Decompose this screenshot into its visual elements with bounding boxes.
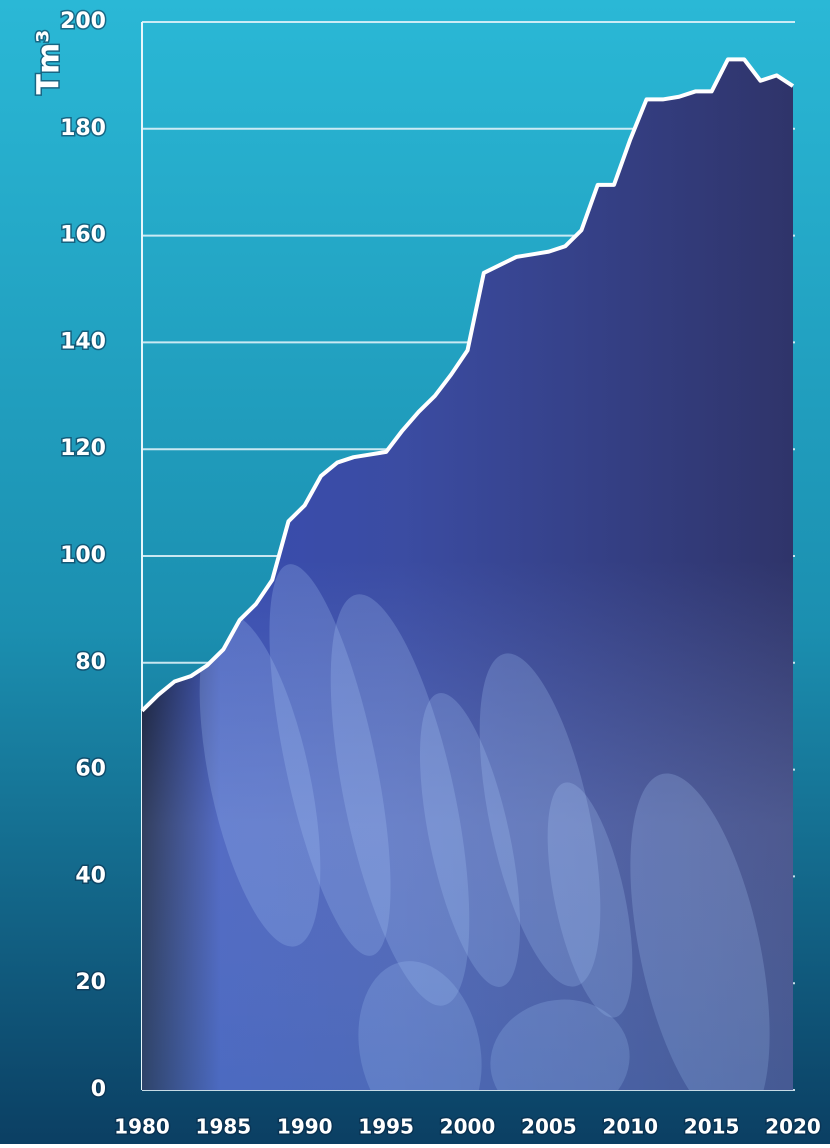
flame-glow: [142, 560, 793, 1090]
y-tick-label: 100: [60, 543, 106, 568]
x-tick-label: 1985: [196, 1115, 252, 1139]
y-tick-label: 40: [75, 863, 106, 888]
flame-decoration: [142, 560, 793, 1090]
x-tick-label: 2000: [440, 1115, 496, 1139]
y-tick-label: 140: [60, 329, 106, 354]
x-tick-label: 2005: [521, 1115, 577, 1139]
x-tick-label: 1990: [277, 1115, 333, 1139]
y-tick-label: 20: [75, 970, 106, 995]
y-tick-label: 120: [60, 436, 106, 461]
x-tick-label: 2010: [602, 1115, 658, 1139]
y-tick-label: 60: [75, 757, 106, 782]
y-tick-label: 80: [75, 650, 106, 675]
x-tick-label: 2015: [684, 1115, 740, 1139]
x-tick-label: 1995: [358, 1115, 414, 1139]
x-tick-label: 1980: [114, 1115, 170, 1139]
y-tick-label: 200: [60, 9, 106, 34]
line: [140, 57, 795, 713]
y-tick-label: 160: [60, 223, 106, 248]
y-axis-label: Tm³: [32, 30, 67, 95]
y-tick-label: 0: [91, 1077, 106, 1102]
y-tick-label: 180: [60, 116, 106, 141]
x-tick-label: 2020: [765, 1115, 821, 1139]
